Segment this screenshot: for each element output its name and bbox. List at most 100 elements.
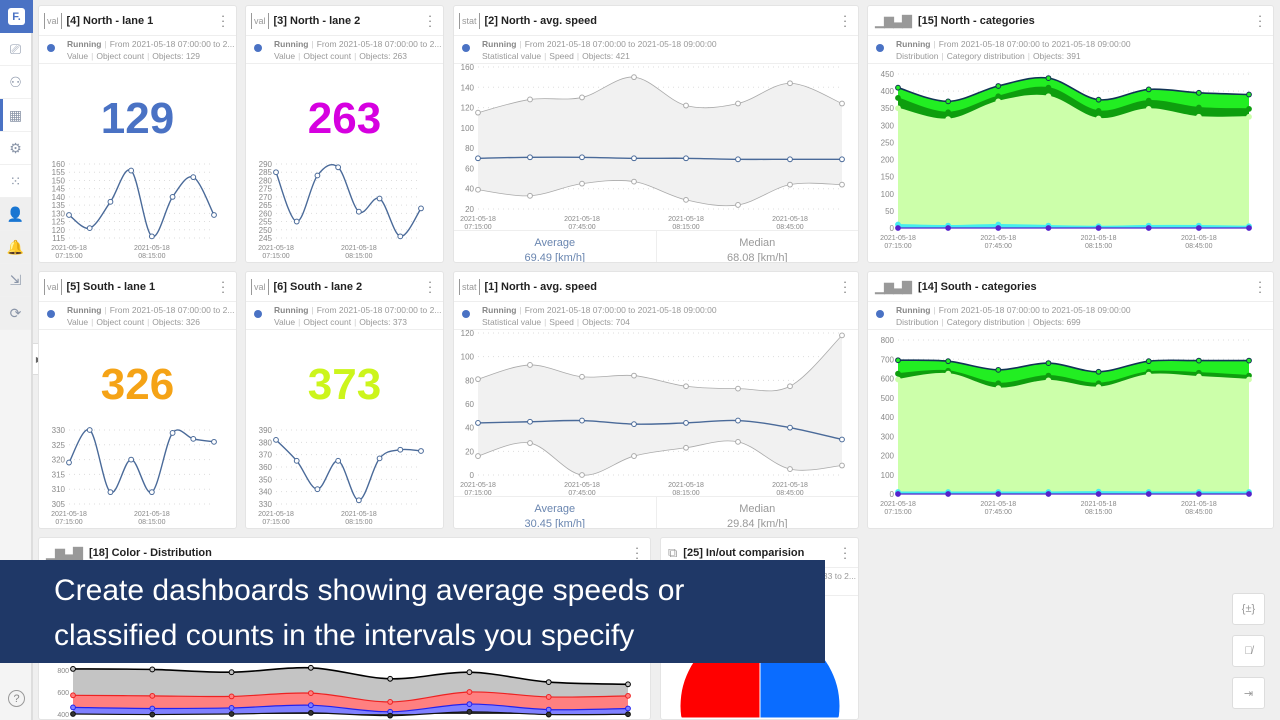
max-point[interactable] [839,100,845,107]
sidebar-item-logout[interactable]: ⟳ [0,297,31,330]
trend-point[interactable] [355,208,362,215]
min-point[interactable] [579,472,585,478]
series-0-point[interactable] [70,666,76,672]
trend-point[interactable] [418,448,424,454]
series-2-point[interactable] [1195,113,1202,120]
trend-point[interactable] [293,218,300,225]
series-4-point[interactable] [1145,225,1152,231]
series-2-point[interactable] [545,706,552,713]
series-3-point[interactable] [466,708,473,715]
more-menu-icon[interactable]: · · · [634,540,640,565]
min-point[interactable] [527,440,533,446]
trend-point[interactable] [107,489,114,496]
series-4-point[interactable] [995,491,1002,497]
series-4-point[interactable] [945,491,952,497]
max-point[interactable] [735,385,741,392]
sidebar-item-grid-dots[interactable]: ⁙ [0,165,31,198]
series-0-point[interactable] [545,679,552,686]
more-menu-icon[interactable]: · · · [427,8,433,33]
trend-point[interactable] [335,457,342,464]
max-point[interactable] [735,100,741,107]
series-4-point[interactable] [1246,225,1252,231]
series-2-point[interactable] [466,701,473,707]
sidebar-item-dashboard[interactable]: ▦ [0,99,31,132]
series-2-point[interactable] [895,105,901,112]
help-icon[interactable]: ? [8,690,25,707]
max-point[interactable] [839,332,845,339]
series-2-point[interactable] [1045,93,1052,100]
series-1-point[interactable] [1195,104,1202,111]
series-0-point[interactable] [1195,357,1202,364]
more-menu-icon[interactable]: · · · [220,274,226,299]
series-1-point[interactable] [545,694,552,700]
series-3-point[interactable] [625,711,631,718]
more-menu-icon[interactable]: · · · [220,8,226,33]
series-1-point[interactable] [1045,84,1052,91]
series-3-point[interactable] [149,711,156,718]
series-1-point[interactable] [1145,97,1152,104]
trend-point[interactable] [169,193,176,200]
trend-point[interactable] [418,205,424,212]
series-1-point[interactable] [895,370,901,377]
series-0-point[interactable] [387,675,394,682]
trend-point[interactable] [335,164,342,171]
more-menu-icon[interactable]: · · · [842,8,848,33]
trend-point[interactable] [148,489,155,496]
series-0-point[interactable] [895,357,901,364]
series-2-point[interactable] [995,385,1002,392]
series-2-point[interactable] [149,705,156,712]
trend-point[interactable] [107,198,114,205]
series-1-point[interactable] [149,692,156,699]
series-2-point[interactable] [895,376,901,383]
series-0-point[interactable] [1246,357,1252,364]
series-2-point[interactable] [1095,115,1102,122]
min-point[interactable] [475,453,481,459]
min-point[interactable] [787,181,793,188]
series-3-point[interactable] [70,711,76,717]
series-2-point[interactable] [228,705,235,711]
series-1-point[interactable] [307,690,314,696]
trend-point[interactable] [314,172,321,179]
series-4-point[interactable] [1045,491,1052,497]
app-logo[interactable]: F. [0,0,33,33]
sidebar-item-bell[interactable]: 🔔 [0,231,31,264]
series-0-point[interactable] [995,83,1002,89]
max-point[interactable] [683,383,689,390]
series-0-point[interactable] [1095,368,1102,375]
series-0-point[interactable] [149,666,156,673]
trend-point[interactable] [66,212,72,218]
series-0-point[interactable] [945,98,952,105]
min-point[interactable] [735,202,741,208]
trend-point[interactable] [86,225,93,232]
more-menu-icon[interactable]: · · · [842,540,848,565]
min-point[interactable] [683,196,689,203]
series-1-point[interactable] [228,693,235,700]
series-4-point[interactable] [1095,491,1102,497]
average-point[interactable] [475,155,481,162]
series-0-point[interactable] [228,669,235,676]
max-point[interactable] [631,74,637,81]
min-point[interactable] [839,462,845,469]
more-menu-icon[interactable]: · · · [842,274,848,299]
series-1-point[interactable] [1095,108,1102,114]
trend-point[interactable] [397,446,404,453]
average-point[interactable] [527,154,533,161]
series-2-point[interactable] [1095,384,1102,391]
trend-point[interactable] [190,174,197,181]
max-point[interactable] [527,362,533,368]
series-1-point[interactable] [70,692,76,699]
max-point[interactable] [787,80,793,87]
average-point[interactable] [475,420,481,426]
series-0-point[interactable] [307,664,314,671]
min-point[interactable] [631,453,637,459]
more-menu-icon[interactable]: · · · [427,274,433,299]
trend-point[interactable] [169,430,176,436]
series-0-point[interactable] [945,358,952,365]
trend-point[interactable] [211,212,217,218]
sidebar-item-dashboard-settings[interactable]: ⚙ [0,132,31,165]
max-point[interactable] [631,372,637,379]
sidebar-item-users[interactable]: 👤 [0,198,31,231]
series-0-point[interactable] [1045,360,1052,367]
series-2-point[interactable] [1145,106,1152,112]
series-1-point[interactable] [995,93,1002,100]
